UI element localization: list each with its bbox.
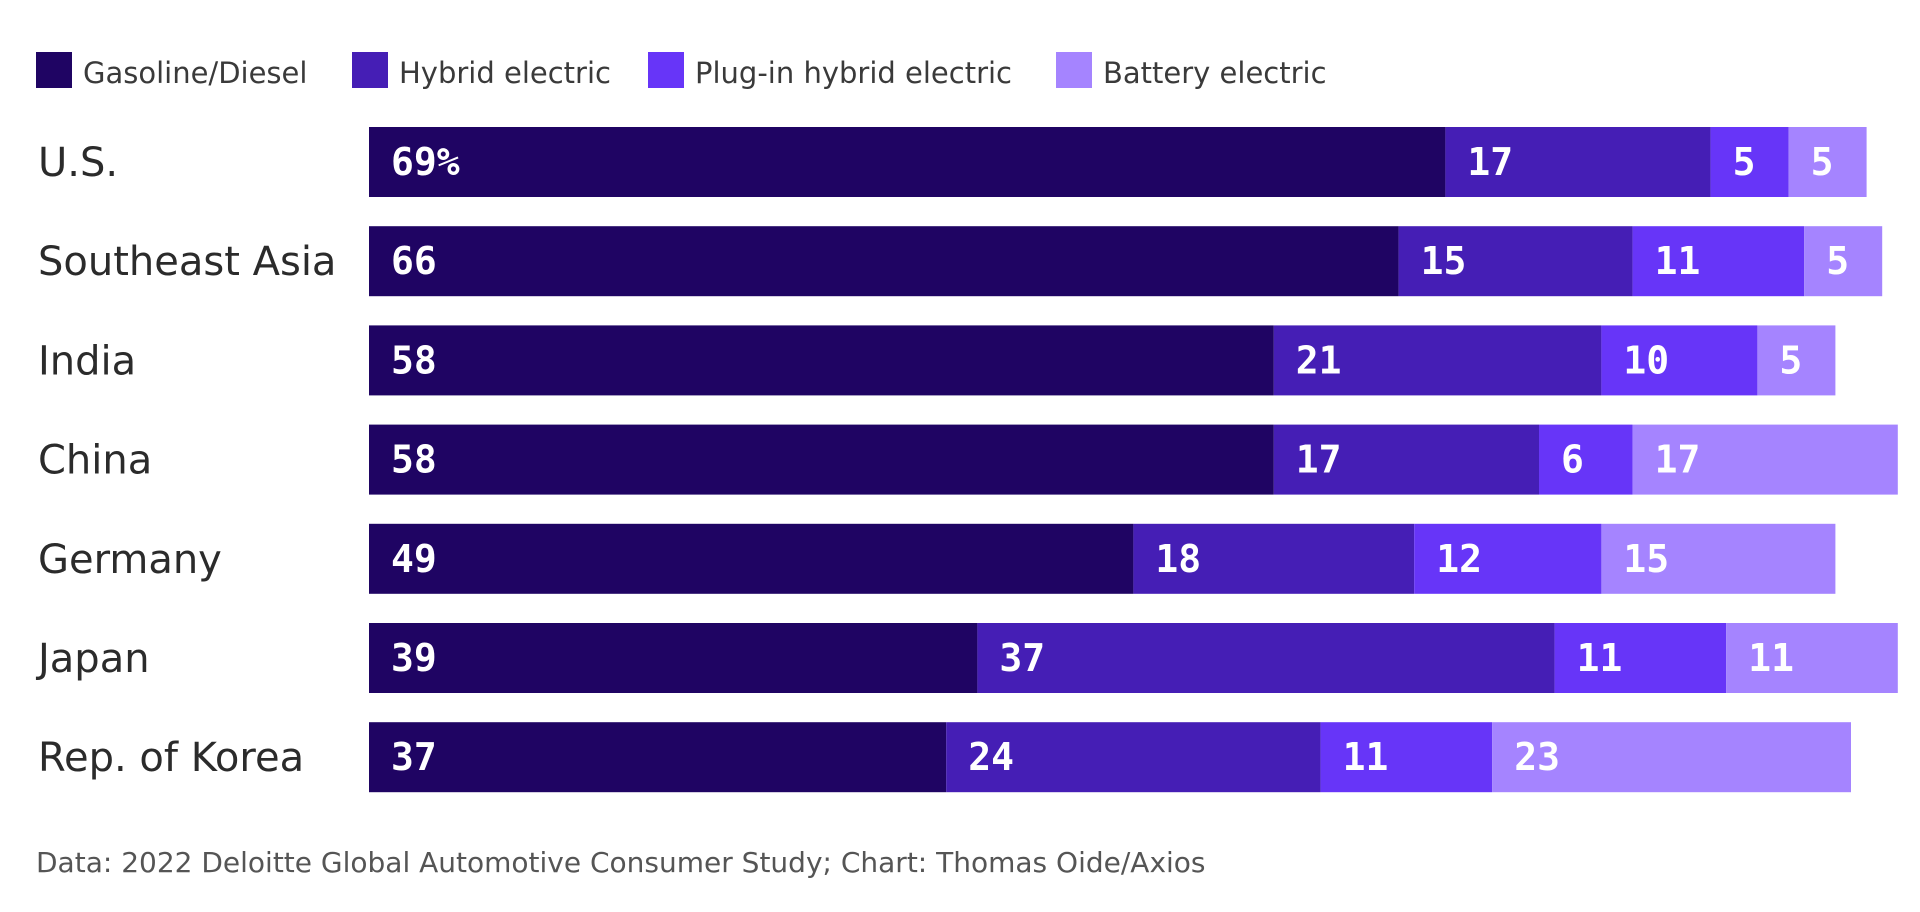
bar-segment [1726, 623, 1898, 693]
data-label: 23 [1514, 735, 1560, 779]
data-label: 18 [1155, 537, 1201, 581]
data-label: 15 [1623, 537, 1669, 581]
data-label: 11 [1577, 636, 1623, 680]
data-label: 11 [1748, 636, 1794, 680]
bar-segment [1273, 325, 1602, 396]
data-label: 66 [391, 239, 437, 283]
data-label: 5 [1779, 338, 1802, 382]
bar-segment [1133, 523, 1415, 594]
bar-segment [1601, 523, 1836, 594]
data-label: 17 [1296, 438, 1342, 482]
legend-swatch-1 [352, 52, 388, 88]
bar-segment [1398, 226, 1633, 297]
data-label: 5 [1811, 140, 1834, 184]
data-label: 37 [999, 636, 1045, 680]
bar-segment [369, 226, 1399, 297]
legend-swatch-2 [648, 52, 684, 88]
bar-segment [1632, 424, 1898, 495]
bar-row: Germany 49 18 12 15 [38, 523, 1836, 594]
legend: Gasoline/Diesel Hybrid electric Plug-in hy… [36, 52, 1327, 90]
category-label: Southeast Asia [38, 239, 336, 285]
data-label: 49 [391, 537, 437, 581]
data-label: 5 [1733, 140, 1756, 184]
data-label: 17 [1467, 140, 1513, 184]
bar-segment [369, 127, 1446, 197]
bar-segment [369, 722, 947, 793]
bar-segment [369, 424, 1274, 495]
bar-segment [1710, 127, 1789, 197]
legend-swatch-0 [36, 52, 72, 88]
legend-label-1: Hybrid electric [399, 56, 611, 90]
bar-segment [1414, 523, 1602, 594]
legend-swatch-3 [1056, 52, 1092, 88]
legend-label-2: Plug-in hybrid electric [695, 56, 1012, 90]
bar-segment [1492, 722, 1851, 793]
data-label: 21 [1296, 338, 1342, 382]
bar-segment [1273, 424, 1539, 495]
bar-segment [946, 722, 1321, 793]
data-label: 11 [1343, 735, 1389, 779]
category-label: Japan [35, 636, 150, 682]
category-label: China [38, 438, 152, 484]
data-label: 69% [391, 140, 460, 184]
data-label: 58 [391, 338, 437, 382]
data-label: 39 [391, 636, 437, 680]
data-label: 10 [1623, 338, 1669, 382]
bar-segment [1554, 623, 1727, 693]
bar-segment [1539, 424, 1633, 495]
bar-row: Japan 39 37 11 11 [35, 623, 1898, 693]
plot-area: U.S. 69% 17 5 5 Southeast Asia 66 15 11 5 India 58 2… [35, 127, 1898, 793]
category-label: Germany [38, 537, 222, 583]
category-label: India [38, 338, 136, 384]
bar-segment [1632, 226, 1805, 297]
bar-row: Rep. of Korea 37 24 11 23 [38, 722, 1851, 793]
data-label: 12 [1436, 537, 1482, 581]
bar-segment [369, 523, 1134, 594]
bar-segment [1788, 127, 1867, 197]
bar-segment [1445, 127, 1711, 197]
bar-segment [1804, 226, 1883, 297]
data-label: 37 [391, 735, 437, 779]
category-label: U.S. [38, 140, 118, 186]
bar-row: India 58 21 10 5 [38, 325, 1836, 396]
bar-segment [369, 623, 978, 693]
bar-segment [1320, 722, 1493, 793]
data-label: 58 [391, 438, 437, 482]
data-label: 15 [1421, 239, 1467, 283]
legend-label-3: Battery electric [1103, 56, 1327, 90]
bar-segment [1757, 325, 1836, 396]
bar-row: China 58 17 6 17 [38, 424, 1898, 495]
bar-segment [369, 325, 1274, 396]
data-label: 17 [1655, 438, 1701, 482]
legend-label-0: Gasoline/Diesel [83, 56, 307, 90]
data-label: 6 [1561, 438, 1584, 482]
source-note: Data: 2022 Deloitte Global Automotive Co… [36, 846, 1206, 879]
data-label: 5 [1826, 239, 1849, 283]
bar-segment [1601, 325, 1758, 396]
bar-row: Southeast Asia 66 15 11 5 [38, 226, 1883, 297]
data-label: 11 [1655, 239, 1701, 283]
bar-segment [977, 623, 1555, 693]
category-label: Rep. of Korea [38, 735, 304, 781]
data-label: 24 [968, 735, 1014, 779]
bar-row: U.S. 69% 17 5 5 [38, 127, 1867, 197]
